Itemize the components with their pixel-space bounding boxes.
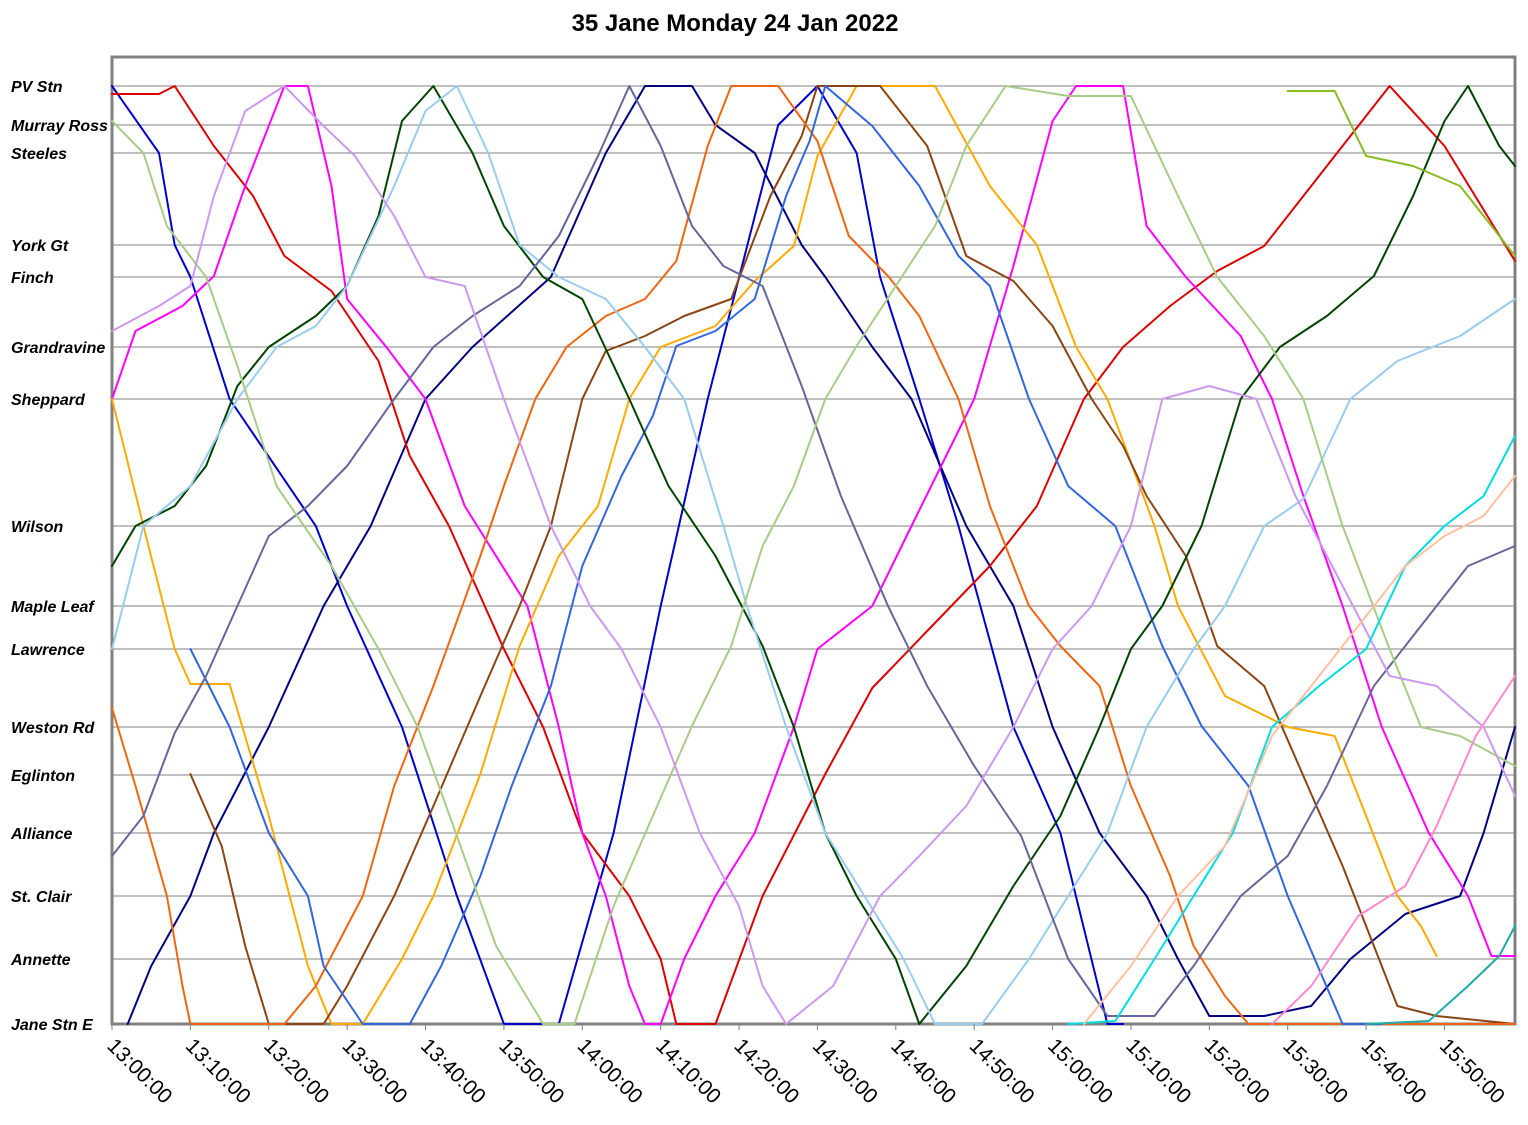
vehicle-trace <box>1082 475 1516 1025</box>
x-tick-label: 13:00:00 <box>102 1034 176 1108</box>
x-tick-label: 13:50:00 <box>494 1034 568 1108</box>
stop-gridlines <box>112 85 1515 1025</box>
stop-label: Grandravine <box>11 340 105 357</box>
vehicle-trace <box>1286 90 1516 257</box>
stop-label: Maple Leaf <box>11 599 95 616</box>
stop-label: Annette <box>10 952 71 969</box>
stop-label: PV Stn <box>11 79 63 96</box>
vehicle-trace <box>111 85 1516 1025</box>
x-tick-label: 14:30:00 <box>808 1034 882 1108</box>
x-tick-label: 13:40:00 <box>416 1034 490 1108</box>
vehicle-trace <box>111 85 1516 1025</box>
stop-label: Murray Ross <box>11 118 108 135</box>
vehicle-trace <box>111 85 1516 1025</box>
vehicle-trace <box>111 85 1125 1025</box>
vehicle-trace <box>1365 925 1516 1025</box>
vehicle-trace <box>111 85 1516 1025</box>
stop-label: Jane Stn E <box>11 1017 94 1034</box>
stop-label: Lawrence <box>11 642 85 659</box>
stop-label: Alliance <box>10 826 72 843</box>
vehicle-trace <box>126 85 1516 1025</box>
stop-label: Steeles <box>11 146 67 163</box>
vehicle-trace <box>189 85 1383 1025</box>
x-tick-label: 13:20:00 <box>259 1034 333 1108</box>
x-tick-label: 15:40:00 <box>1357 1034 1431 1108</box>
vehicle-trace <box>189 85 1516 1025</box>
x-tick-label: 15:20:00 <box>1200 1034 1274 1108</box>
stop-label: York Gt <box>11 238 69 255</box>
stop-label: St. Clair <box>11 889 72 906</box>
stop-label: Wilson <box>11 519 64 536</box>
chart-title: 35 Jane Monday 24 Jan 2022 <box>572 10 899 37</box>
x-tick-label: 15:10:00 <box>1121 1034 1195 1108</box>
stop-label: Eglinton <box>11 768 75 785</box>
vehicle-trace <box>111 85 1516 1025</box>
x-tick-label: 15:00:00 <box>1043 1034 1117 1108</box>
x-tick-label: 14:50:00 <box>965 1034 1039 1108</box>
vehicle-trace <box>1271 675 1516 1025</box>
x-tick-label: 15:30:00 <box>1278 1034 1352 1108</box>
stop-label: Finch <box>11 270 54 287</box>
stop-labels: PV Stn Murray Ross Steeles York Gt Finch Gran… <box>10 79 108 1034</box>
time-ticks: 13:00:00 13:10:00 13:20:00 13:30:00 13:40:00… <box>102 1024 1509 1108</box>
vehicle-trace <box>111 85 1516 1017</box>
stop-label: Weston Rd <box>11 720 95 737</box>
x-tick-label: 13:30:00 <box>338 1034 412 1108</box>
x-tick-label: 14:40:00 <box>886 1034 960 1108</box>
vehicle-traces <box>111 85 1516 1025</box>
x-tick-label: 14:00:00 <box>573 1034 647 1108</box>
vehicle-trace <box>1067 435 1516 1025</box>
x-tick-label: 14:10:00 <box>651 1034 725 1108</box>
x-tick-label: 15:50:00 <box>1435 1034 1509 1108</box>
vehicle-trace <box>111 85 1516 1025</box>
x-tick-label: 14:20:00 <box>729 1034 803 1108</box>
vehicle-trace <box>111 85 1438 1025</box>
vehicle-trace <box>111 85 1516 1025</box>
x-tick-label: 13:10:00 <box>181 1034 255 1108</box>
stop-label: Sheppard <box>11 392 86 409</box>
